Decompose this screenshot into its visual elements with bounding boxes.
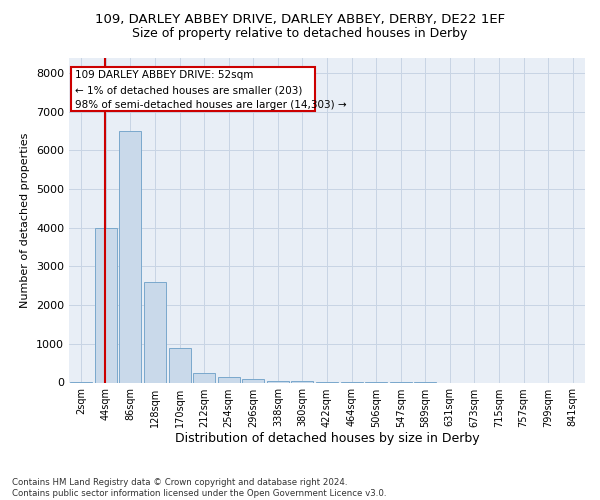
Bar — [193, 373, 215, 382]
Bar — [242, 380, 265, 382]
Text: 109 DARLEY ABBEY DRIVE: 52sqm: 109 DARLEY ABBEY DRIVE: 52sqm — [75, 70, 254, 81]
Text: Size of property relative to detached houses in Derby: Size of property relative to detached ho… — [133, 28, 467, 40]
Text: 98% of semi-detached houses are larger (14,303) →: 98% of semi-detached houses are larger (… — [75, 100, 347, 110]
Bar — [95, 228, 117, 382]
Bar — [169, 348, 191, 382]
Bar — [267, 381, 289, 382]
FancyBboxPatch shape — [71, 67, 315, 110]
Text: Contains HM Land Registry data © Crown copyright and database right 2024.
Contai: Contains HM Land Registry data © Crown c… — [12, 478, 386, 498]
Bar — [144, 282, 166, 382]
Text: 109, DARLEY ABBEY DRIVE, DARLEY ABBEY, DERBY, DE22 1EF: 109, DARLEY ABBEY DRIVE, DARLEY ABBEY, D… — [95, 12, 505, 26]
Bar — [218, 378, 240, 382]
X-axis label: Distribution of detached houses by size in Derby: Distribution of detached houses by size … — [175, 432, 479, 446]
Y-axis label: Number of detached properties: Number of detached properties — [20, 132, 31, 308]
Text: ← 1% of detached houses are smaller (203): ← 1% of detached houses are smaller (203… — [75, 86, 302, 96]
Bar — [119, 131, 142, 382]
